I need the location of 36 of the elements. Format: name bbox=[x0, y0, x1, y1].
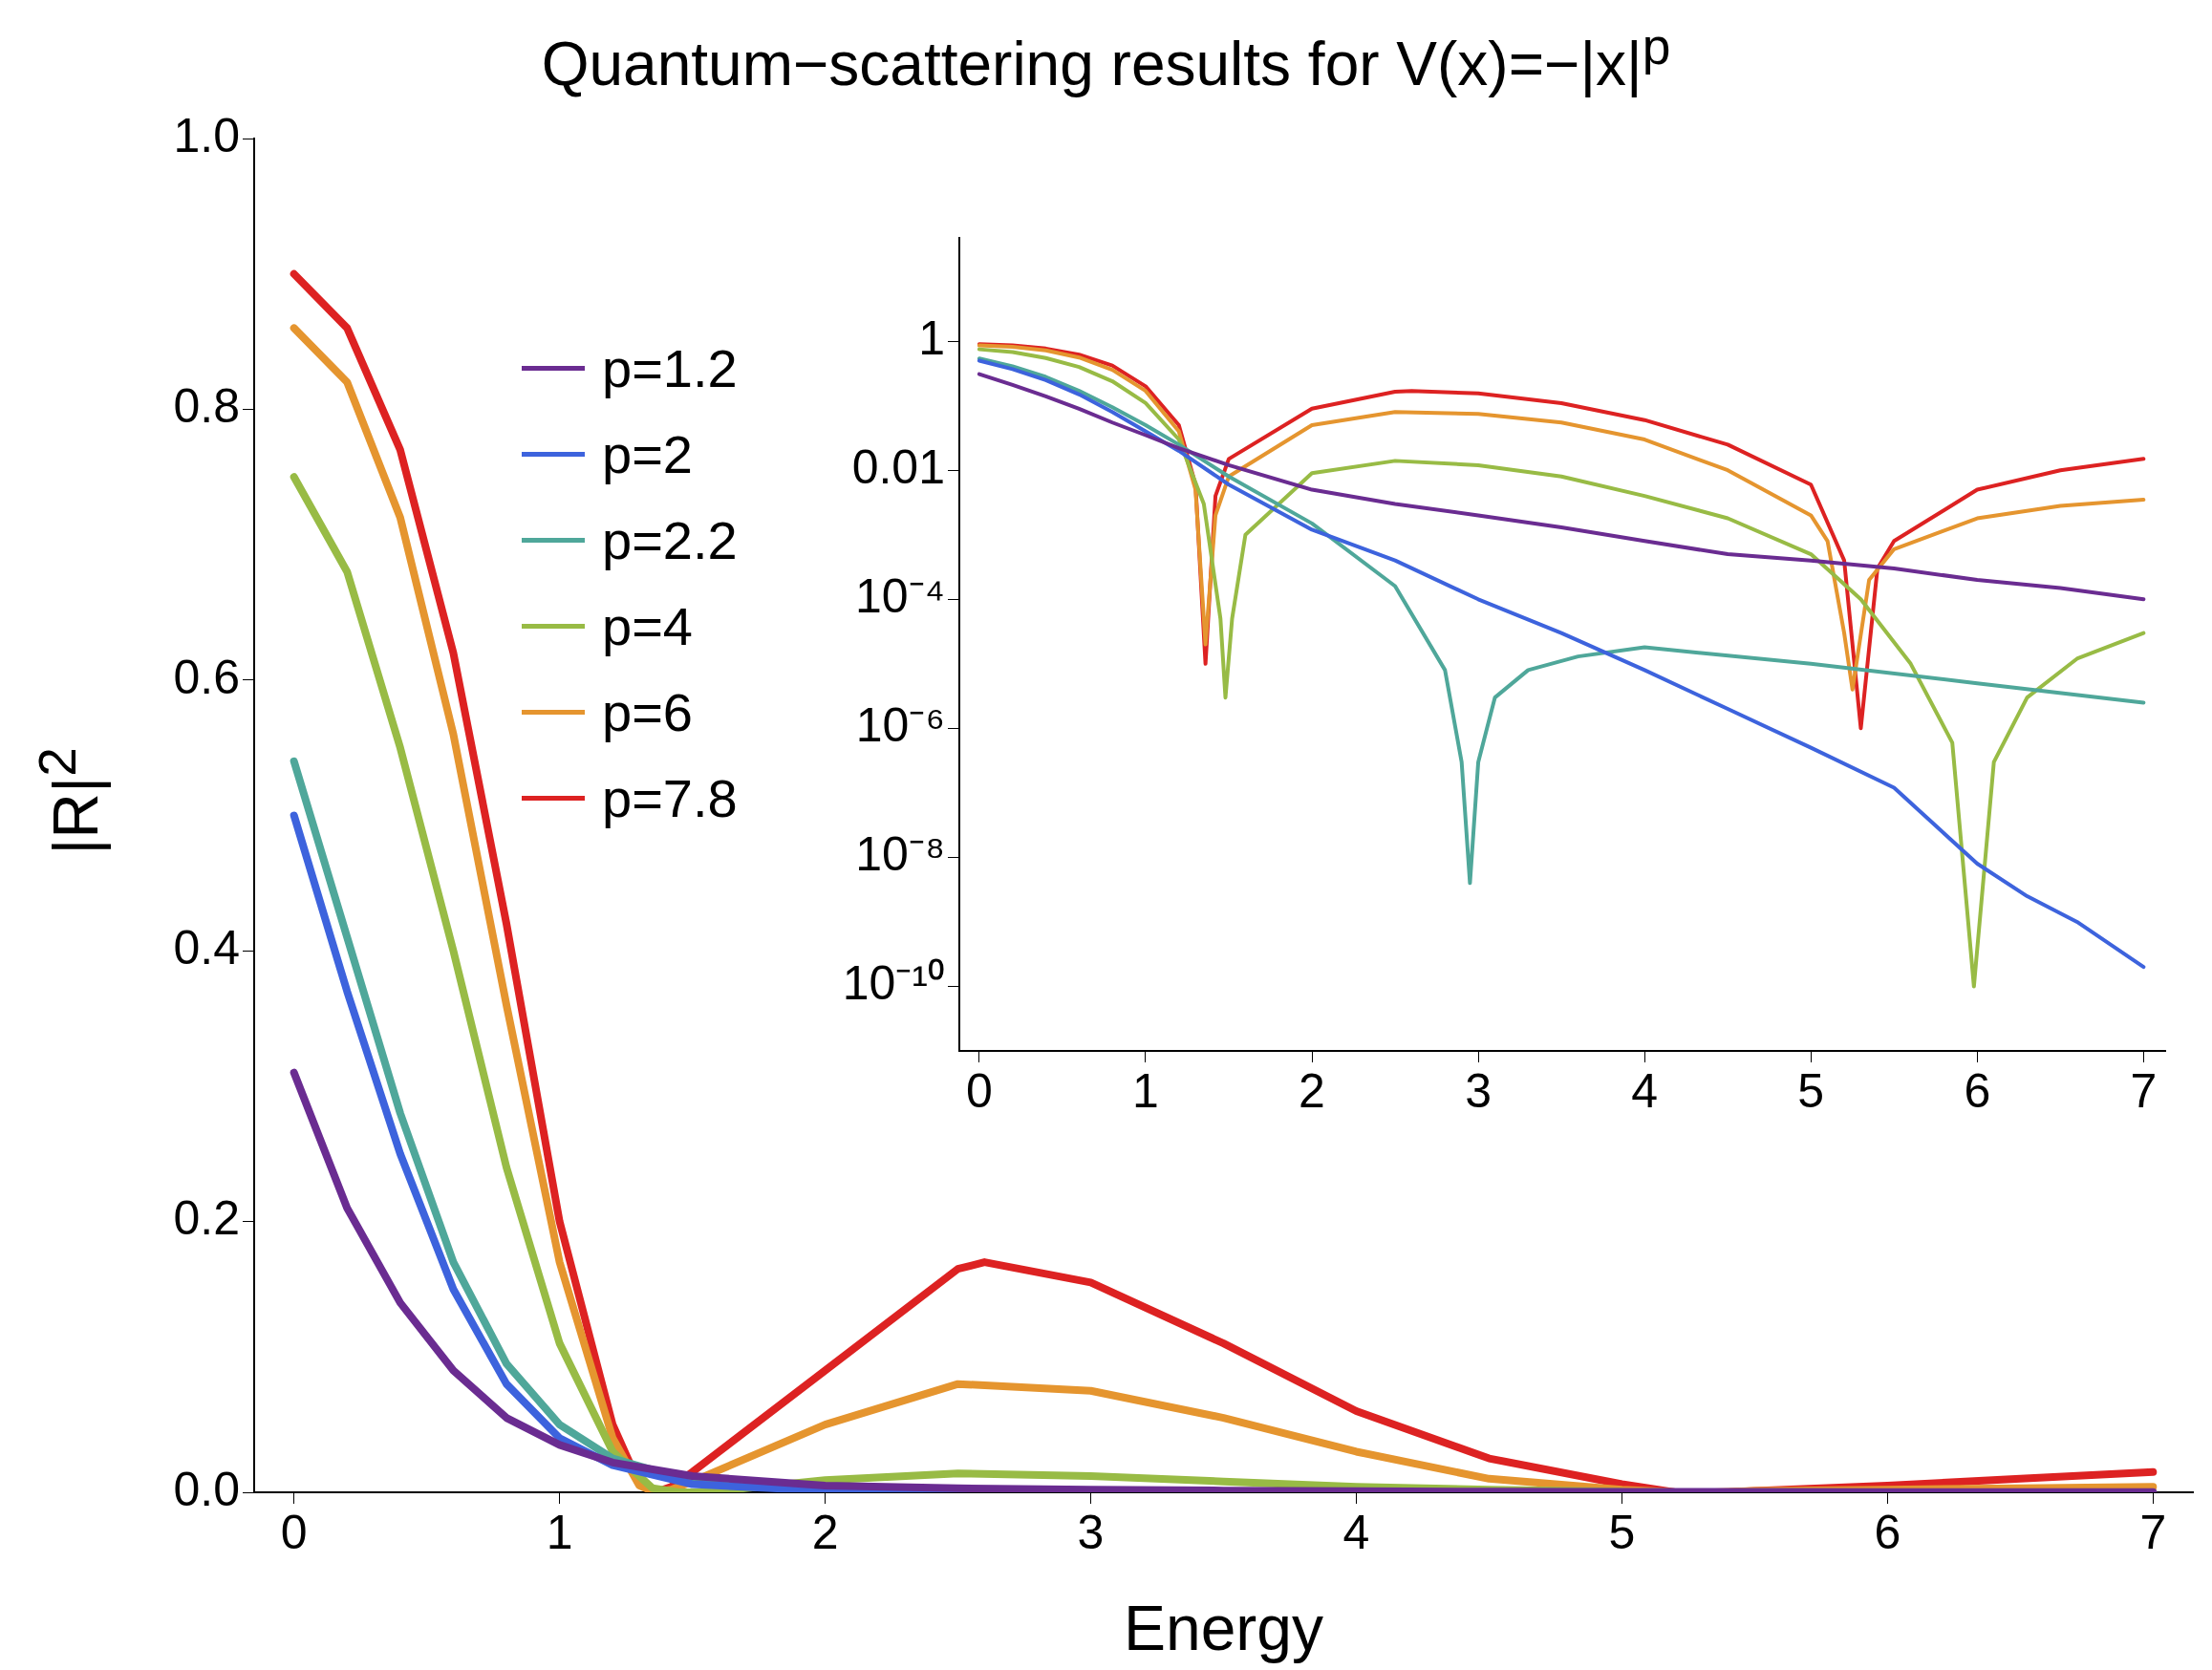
legend-label: p=2.2 bbox=[602, 508, 738, 571]
y-tick-label: 10⁻¹⁰ bbox=[842, 956, 945, 1011]
legend-label: p=7.8 bbox=[602, 766, 738, 829]
y-tick-label: 0.01 bbox=[851, 440, 945, 495]
x-tick-label: 5 bbox=[1608, 1505, 1636, 1559]
legend-label: p=4 bbox=[602, 594, 693, 657]
x-tick-label: 2 bbox=[1299, 1063, 1325, 1118]
x-tick-label: 6 bbox=[1874, 1505, 1901, 1559]
y-tick-label: 10⁻⁸ bbox=[855, 827, 945, 882]
x-tick-label: 4 bbox=[1631, 1063, 1659, 1118]
y-tick-label: 0.6 bbox=[173, 650, 240, 704]
x-tick-label: 3 bbox=[1077, 1505, 1105, 1559]
x-tick-label: 1 bbox=[1132, 1063, 1159, 1118]
x-tick-label: 7 bbox=[2130, 1063, 2158, 1118]
x-tick-label: 7 bbox=[2139, 1505, 2167, 1559]
y-tick-label: 0.0 bbox=[173, 1462, 240, 1516]
y-tick-label: 10⁻⁴ bbox=[854, 569, 945, 624]
legend-label: p=6 bbox=[602, 680, 693, 743]
x-tick-label: 0 bbox=[965, 1063, 993, 1118]
x-tick-label: 5 bbox=[1797, 1063, 1825, 1118]
x-tick-label: 3 bbox=[1465, 1063, 1492, 1118]
x-tick-label: 2 bbox=[811, 1505, 839, 1559]
x-axis-title: Energy bbox=[1123, 1592, 1324, 1663]
y-tick-label: 0.4 bbox=[173, 920, 240, 974]
y-tick-label: 0.2 bbox=[173, 1191, 240, 1246]
y-tick-label: 1.0 bbox=[173, 108, 240, 162]
y-tick-label: 1 bbox=[918, 310, 945, 365]
legend-label: p=1.2 bbox=[602, 336, 738, 399]
x-tick-label: 1 bbox=[546, 1505, 573, 1559]
x-tick-label: 0 bbox=[280, 1505, 308, 1559]
x-tick-label: 6 bbox=[1964, 1063, 1991, 1118]
y-tick-label: 10⁻⁶ bbox=[855, 698, 945, 753]
x-tick-label: 4 bbox=[1342, 1505, 1370, 1559]
legend-label: p=2 bbox=[602, 422, 693, 485]
y-tick-label: 0.8 bbox=[173, 379, 240, 434]
chart-title: Quantum−scattering results for V(x)=−|x|$^{p}$ bbox=[540, 17, 1672, 100]
